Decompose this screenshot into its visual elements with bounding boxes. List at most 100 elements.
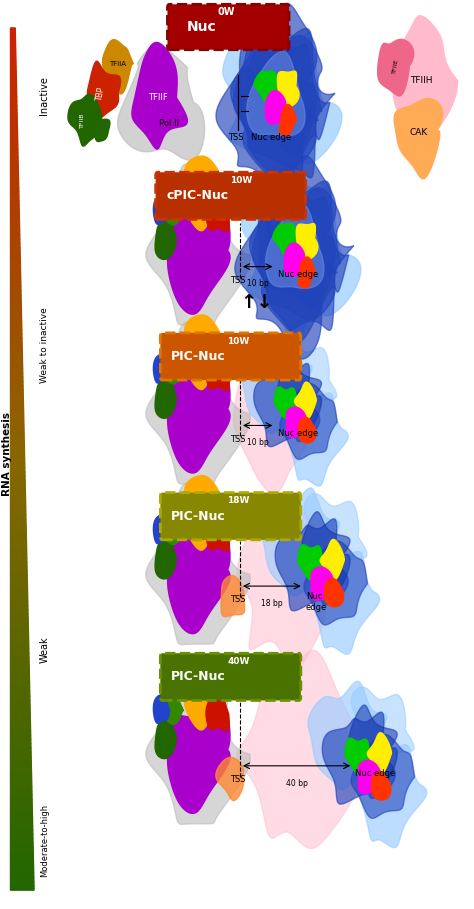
Polygon shape [221,575,245,616]
Polygon shape [277,357,321,435]
Text: cPIC-Nuc: cPIC-Nuc [166,189,228,203]
Polygon shape [154,355,170,383]
Polygon shape [10,382,23,385]
Polygon shape [10,351,22,355]
Polygon shape [10,153,18,157]
Polygon shape [10,882,34,886]
Polygon shape [10,105,17,110]
Polygon shape [10,300,21,304]
Polygon shape [10,291,21,295]
Polygon shape [311,567,334,601]
Polygon shape [10,304,21,308]
Polygon shape [247,52,305,136]
Polygon shape [10,489,26,494]
Polygon shape [10,343,22,347]
Polygon shape [299,417,316,443]
Polygon shape [284,243,305,276]
Polygon shape [10,800,32,804]
Polygon shape [10,442,24,446]
Text: CAK: CAK [410,128,428,136]
Polygon shape [155,540,176,579]
Polygon shape [10,283,21,286]
Polygon shape [10,200,19,205]
Polygon shape [10,244,20,248]
Polygon shape [391,15,457,139]
Polygon shape [279,105,297,135]
Polygon shape [10,481,25,484]
Polygon shape [10,618,28,623]
Polygon shape [10,269,20,274]
Polygon shape [10,602,28,605]
Polygon shape [10,808,32,813]
Polygon shape [10,88,17,93]
Polygon shape [10,49,16,54]
Polygon shape [10,75,16,80]
Polygon shape [243,35,322,178]
Polygon shape [10,420,24,425]
Polygon shape [118,45,205,160]
Polygon shape [146,663,250,824]
Polygon shape [10,192,19,196]
Polygon shape [10,434,24,437]
Polygon shape [166,199,183,225]
Polygon shape [10,196,19,200]
Polygon shape [10,765,31,769]
Text: 10W: 10W [229,176,252,185]
Polygon shape [10,563,27,567]
Polygon shape [378,39,414,95]
Polygon shape [298,544,322,580]
Polygon shape [10,407,24,412]
Polygon shape [10,653,29,657]
Polygon shape [10,550,27,554]
Polygon shape [10,533,27,536]
Polygon shape [206,508,229,551]
Polygon shape [10,476,25,481]
Polygon shape [154,195,170,225]
Polygon shape [184,475,225,550]
Polygon shape [10,278,21,283]
Polygon shape [155,379,176,418]
Polygon shape [10,778,32,783]
Polygon shape [10,571,27,575]
Polygon shape [274,387,297,418]
Polygon shape [10,536,27,541]
Polygon shape [10,666,29,670]
Text: 18W: 18W [228,496,250,505]
Polygon shape [10,761,31,765]
Polygon shape [10,437,24,442]
Polygon shape [351,734,415,818]
Polygon shape [10,365,23,368]
Polygon shape [10,368,23,373]
Polygon shape [10,347,22,351]
Polygon shape [296,224,318,259]
Polygon shape [10,739,31,744]
Polygon shape [10,395,23,399]
Polygon shape [206,687,229,731]
Text: PIC-Nuc: PIC-Nuc [171,670,226,684]
Polygon shape [10,575,27,580]
Polygon shape [10,187,19,192]
Polygon shape [10,32,16,36]
Polygon shape [10,545,27,550]
Polygon shape [10,726,31,731]
Text: TSS: TSS [228,134,243,142]
Polygon shape [10,662,29,666]
Polygon shape [298,257,315,288]
Polygon shape [10,330,22,334]
Polygon shape [10,63,16,66]
Polygon shape [164,359,230,473]
Polygon shape [223,7,342,199]
Polygon shape [10,877,34,882]
Polygon shape [10,830,33,834]
Polygon shape [10,684,30,687]
Polygon shape [304,541,367,625]
Polygon shape [68,95,101,146]
Polygon shape [10,403,24,407]
Polygon shape [10,390,23,395]
Polygon shape [10,286,21,291]
Polygon shape [287,385,348,486]
Text: TBP: TBP [95,85,107,101]
Polygon shape [10,118,17,123]
Polygon shape [10,584,27,588]
Polygon shape [10,692,30,696]
